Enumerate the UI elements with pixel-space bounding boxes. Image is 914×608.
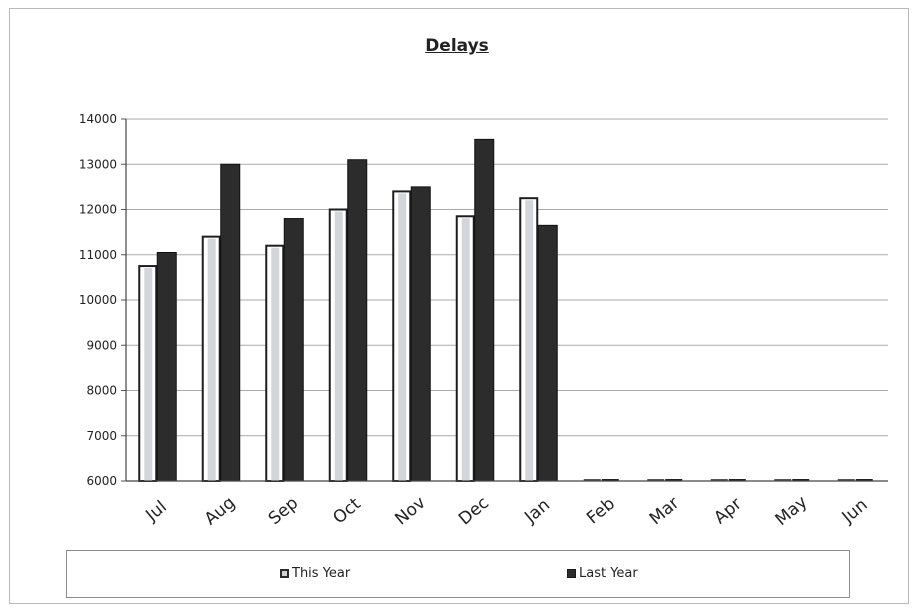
bar-last-year-dec	[474, 138, 495, 482]
y-tick-label: 6000	[86, 474, 117, 488]
bar-chart: 6000 7000 8000 9000 10000 11000 12000 13000 1400…	[79, 112, 888, 530]
bar-empty-last-year-jun	[855, 479, 873, 481]
bar-this-year-fill-oct	[334, 211, 343, 481]
bar-this-year-fill-nov	[398, 193, 407, 481]
bar-this-year-fill-dec	[461, 218, 470, 481]
bar-empty-this-year-may	[774, 479, 792, 481]
x-tick-label: Nov	[391, 493, 429, 530]
x-tick-label: Dec	[455, 493, 493, 529]
legend-item-this-year: This Year	[280, 566, 350, 581]
y-tick-label: 13000	[79, 157, 117, 171]
bar-empty-this-year-jun	[837, 479, 855, 481]
chart-title: Delays	[425, 36, 489, 56]
grid-lines	[126, 118, 888, 437]
bar-empty-this-year-apr	[710, 479, 728, 481]
x-tick-label: Oct	[329, 494, 365, 528]
y-tick-label: 7000	[86, 429, 117, 443]
x-tick-label: Jul	[141, 497, 170, 526]
bar-empty-last-year-feb	[601, 479, 619, 481]
bars	[138, 138, 873, 482]
bar-empty-this-year-mar	[647, 479, 665, 481]
x-tick-label: Jan	[520, 495, 554, 528]
y-tick-label: 9000	[86, 338, 117, 352]
y-tick-label: 11000	[79, 248, 117, 262]
x-tick-label: Sep	[265, 493, 302, 529]
bar-last-year-oct	[347, 159, 368, 482]
x-tick-label: Aug	[201, 493, 239, 530]
axes	[121, 118, 888, 482]
legend-item-last-year: Last Year	[567, 566, 638, 581]
x-tick-labels: Jul Aug Sep Oct Nov Dec Jan Feb Mar Apr May Jun	[141, 492, 871, 530]
x-tick-label: Mar	[646, 493, 683, 529]
legend-label-last-year: Last Year	[579, 566, 638, 581]
legend-label-this-year: This Year	[292, 566, 351, 581]
legend: This Year Last Year	[66, 550, 850, 598]
x-tick-label: Apr	[710, 494, 745, 528]
legend-swatch-this-year	[280, 569, 289, 578]
bar-this-year-fill-aug	[207, 238, 216, 481]
bar-empty-last-year-apr	[728, 479, 746, 481]
bar-last-year-sep	[283, 218, 304, 482]
bar-last-year-nov	[410, 186, 431, 482]
bar-last-year-aug	[220, 163, 241, 482]
x-tick-label: Feb	[583, 494, 619, 529]
bar-last-year-jan	[537, 224, 558, 482]
x-tick-label: Jun	[838, 495, 872, 528]
bar-empty-last-year-may	[792, 479, 810, 481]
bar-empty-last-year-mar	[665, 479, 683, 481]
y-tick-labels: 6000 7000 8000 9000 10000 11000 12000 13000 1400…	[79, 112, 117, 488]
bar-empty-this-year-feb	[583, 479, 601, 481]
bar-last-year-jul	[156, 251, 177, 482]
y-tick-label: 10000	[79, 293, 117, 307]
bar-this-year-fill-sep	[271, 247, 280, 481]
x-tick-label: May	[772, 492, 812, 530]
bar-this-year-fill-jul	[144, 268, 153, 481]
y-tick-label: 14000	[79, 112, 117, 126]
bar-this-year-fill-jan	[525, 200, 534, 481]
y-tick-label: 12000	[79, 203, 117, 217]
y-tick-label: 8000	[86, 384, 117, 398]
legend-swatch-last-year	[567, 569, 576, 578]
